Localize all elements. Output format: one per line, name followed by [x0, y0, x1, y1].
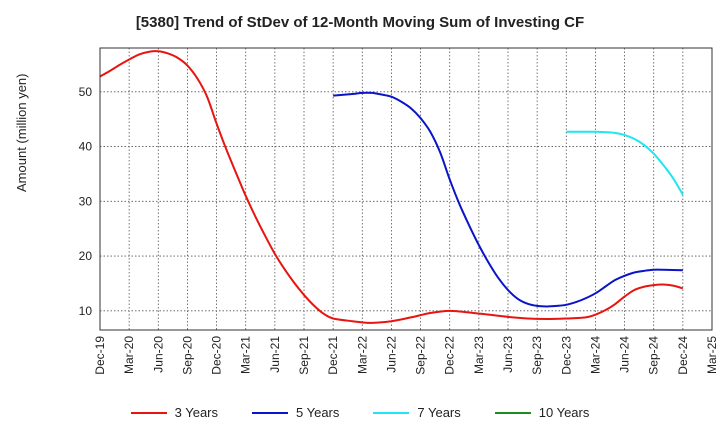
legend-item-5-years: 5 Years [252, 405, 339, 420]
legend-swatch [130, 411, 167, 414]
x-tick-label: Sep-23 [530, 336, 544, 375]
legend-swatch [252, 411, 288, 414]
x-tick-label: Mar-23 [472, 336, 486, 374]
x-tick-label: Sep-24 [647, 336, 661, 375]
legend-item-3-years: 3 Years [130, 405, 218, 420]
x-tick-label: Mar-20 [122, 336, 136, 374]
x-tick-label: Mar-24 [588, 336, 602, 374]
x-tick-label: Dec-19 [93, 336, 107, 375]
plot-frame [99, 47, 713, 331]
x-tick-label: Mar-21 [239, 336, 253, 374]
x-tick-label: Dec-20 [210, 336, 224, 375]
x-tick-label: Dec-21 [326, 336, 340, 375]
chart-title: [5380] Trend of StDev of 12-Month Moving… [135, 14, 585, 31]
x-tick-label: Sep-20 [180, 336, 194, 375]
legend-label: 7 Years [417, 405, 461, 420]
x-tick-label: Dec-24 [676, 336, 690, 375]
y-tick-label: 50 [79, 85, 93, 99]
x-tick-label: Mar-22 [355, 336, 369, 374]
legend-label: 5 Years [296, 405, 340, 420]
x-tick-label: Sep-21 [297, 336, 311, 375]
x-tick-label: Dec-22 [443, 336, 457, 375]
legend-label: 10 Years [538, 405, 590, 420]
series-line-3-years [99, 50, 684, 324]
x-tick-label: Jun-20 [151, 336, 165, 373]
x-tick-label: Mar-25 [705, 336, 719, 374]
x-tick-label: Jun-23 [501, 336, 515, 373]
legend: 3 Years 5 Years 7 Years 10 Years [0, 405, 720, 420]
series-line-7-years [566, 130, 684, 196]
series-group [99, 50, 684, 324]
x-tick-label: Jun-22 [384, 336, 398, 373]
legend-label: 3 Years [174, 405, 218, 420]
legend-swatch [373, 411, 410, 414]
legend-swatch [494, 411, 531, 414]
x-tick-label: Jun-24 [618, 336, 632, 373]
y-tick-label: 10 [79, 304, 93, 318]
series-line-5-years [333, 91, 683, 308]
x-tick-label: Sep-22 [414, 336, 428, 375]
legend-item-7-years: 7 Years [373, 405, 461, 420]
y-tick-label: 40 [79, 140, 93, 154]
y-tick-labels: 10 20 30 40 50 [79, 85, 93, 318]
x-tick-label: Dec-23 [559, 336, 573, 375]
x-tick-label: Jun-21 [268, 336, 282, 373]
x-tick-labels: Dec-19 Mar-20 Jun-20 Sep-20 Dec-20 Mar-21 Jun-… [93, 336, 719, 375]
y-tick-label: 20 [79, 249, 93, 263]
grid-lines [99, 48, 713, 330]
y-tick-label: 30 [79, 194, 93, 208]
legend-item-10-years: 10 Years [494, 405, 590, 420]
